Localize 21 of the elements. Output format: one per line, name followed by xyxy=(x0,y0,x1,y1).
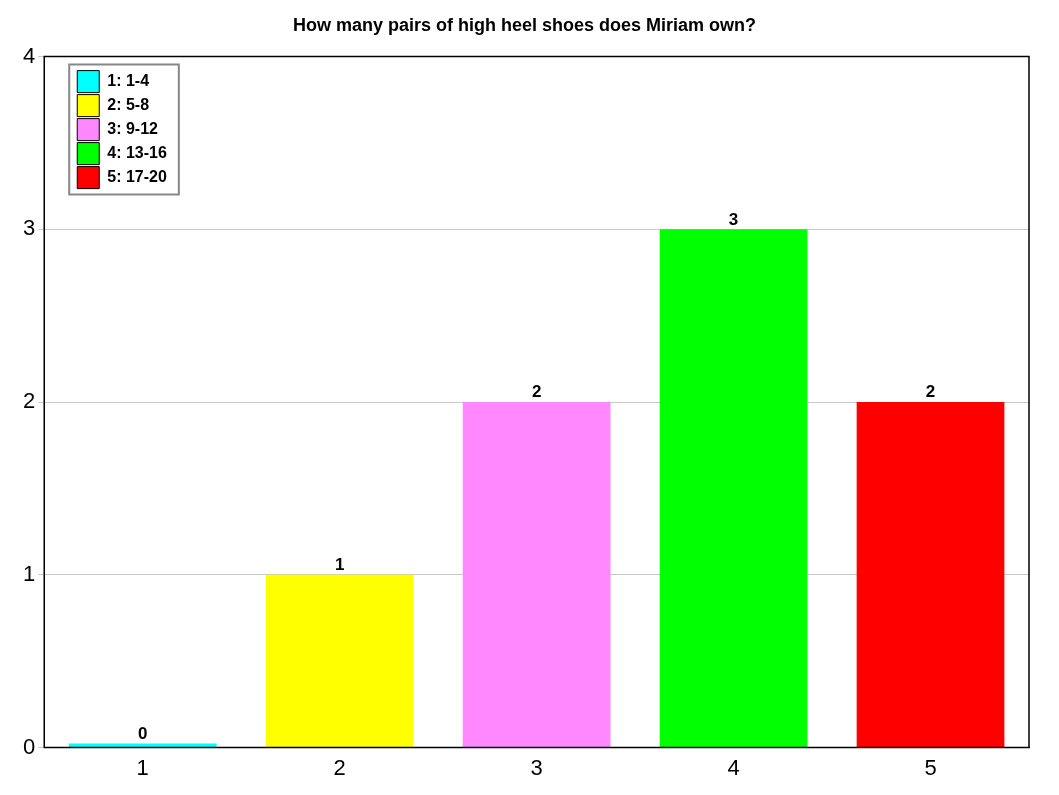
legend-label: 2: 5-8 xyxy=(107,96,150,114)
chart-title: How many pairs of high heel shoes does Miriam own? xyxy=(292,14,757,35)
y-tick-label: 2 xyxy=(22,388,36,414)
y-tick-label: 0 xyxy=(22,733,36,759)
y-tick-label: 3 xyxy=(22,215,36,241)
legend-label: 4: 13-16 xyxy=(107,144,167,162)
x-tick-label: 1 xyxy=(136,754,149,780)
legend-label: 3: 9-12 xyxy=(107,120,159,138)
x-tick-label: 5 xyxy=(924,754,937,780)
x-tick-label: 4 xyxy=(727,754,740,780)
y-tick-label: 4 xyxy=(22,42,36,68)
data-label: 3 xyxy=(728,209,739,229)
y-tick-label: 1 xyxy=(22,560,36,586)
data-label: 0 xyxy=(137,723,148,743)
legend-label: 5: 17-20 xyxy=(107,168,167,186)
data-label: 2 xyxy=(531,382,542,402)
legend-label: 1: 1-4 xyxy=(107,72,150,90)
data-label: 1 xyxy=(334,555,345,575)
data-label: 2 xyxy=(925,382,936,402)
x-tick-label: 3 xyxy=(530,754,543,780)
x-tick-label: 2 xyxy=(333,754,346,780)
